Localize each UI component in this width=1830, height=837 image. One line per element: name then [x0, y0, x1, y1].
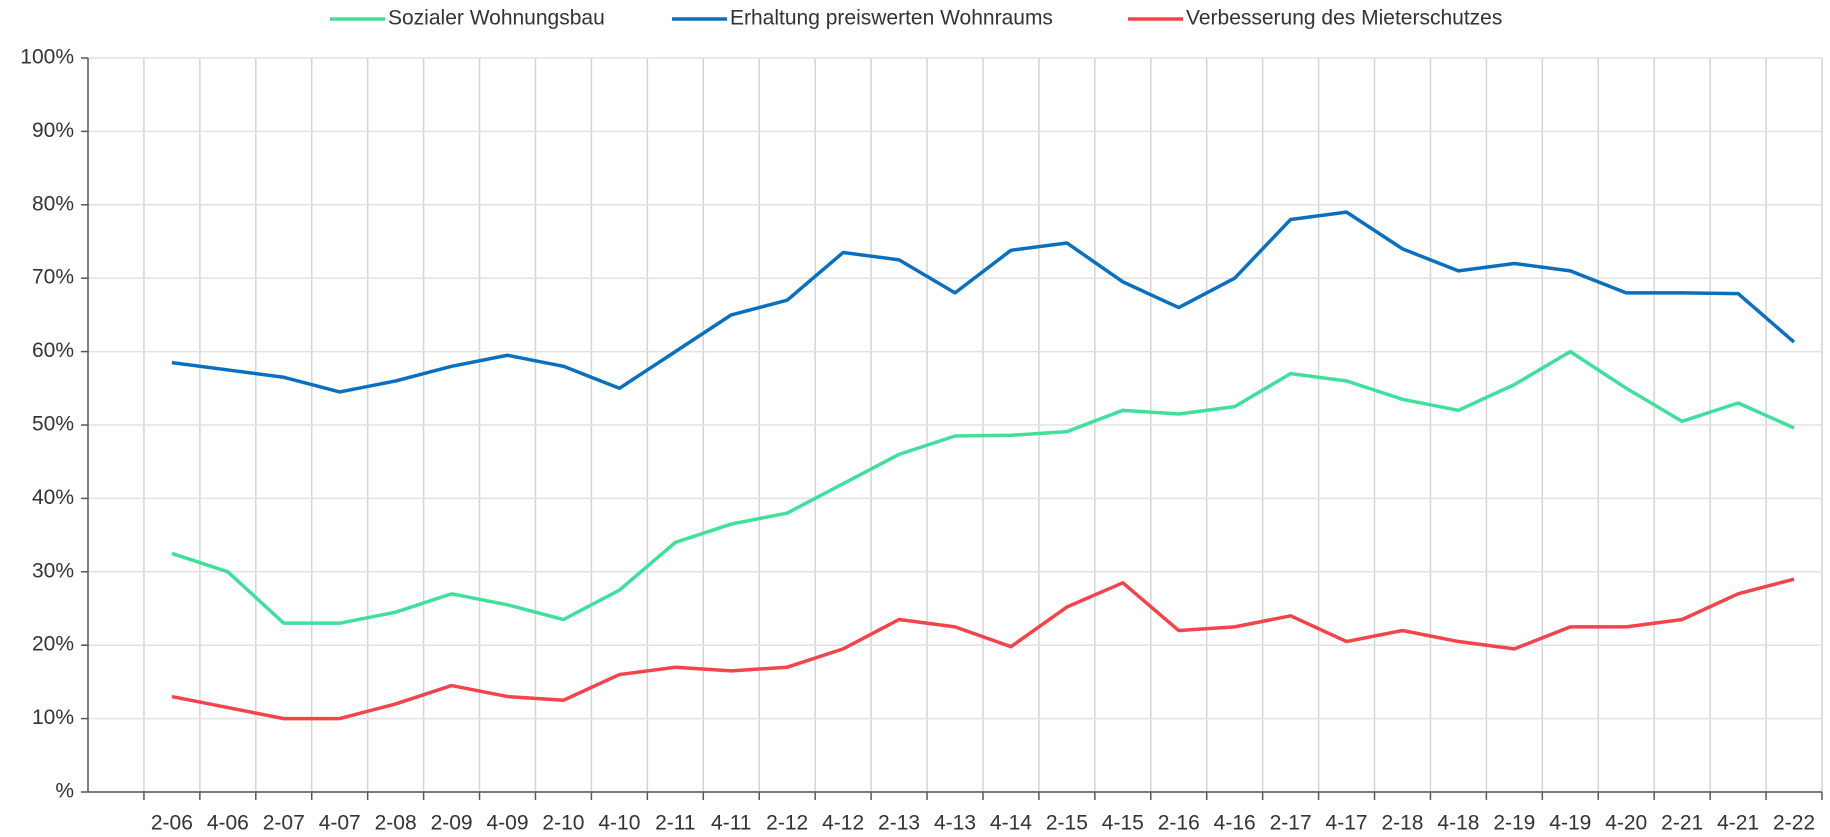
series-line: [171, 210, 1796, 394]
x-tick-label: 2-11: [655, 812, 695, 835]
legend-label: Sozialer Wohnungsbau: [388, 7, 605, 30]
x-tick-label: 4-14: [990, 812, 1032, 835]
series-line: [171, 349, 1795, 625]
x-tick-label: 2-13: [878, 812, 920, 835]
x-tick-label: 2-09: [431, 812, 473, 835]
x-tick-label: 4-07: [319, 812, 361, 835]
y-tick-label: 60%: [32, 339, 74, 362]
x-tick-label: 4-15: [1102, 812, 1144, 835]
x-tick-label: 2-16: [1158, 812, 1200, 835]
x-tick-label: 2-07: [263, 812, 305, 835]
x-tick-label: 4-18: [1437, 812, 1479, 835]
y-tick-label: 20%: [32, 633, 74, 656]
y-tick-label: 30%: [32, 559, 74, 582]
y-tick-label: 100%: [20, 46, 74, 69]
x-tick-label: 4-11: [711, 812, 751, 835]
x-tick-label: 2-15: [1046, 812, 1088, 835]
x-tick-label: 4-13: [934, 812, 976, 835]
x-tick-label: 2-06: [151, 812, 193, 835]
x-tick-label: 2-10: [542, 812, 584, 835]
y-tick-label: 80%: [32, 192, 74, 215]
x-tick-label: 2-18: [1381, 812, 1423, 835]
x-tick-label: 4-21: [1717, 812, 1759, 835]
legend-label: Erhaltung preiswerten Wohnraums: [730, 7, 1053, 30]
series-line: [171, 577, 1795, 721]
y-tick-label: 90%: [32, 119, 74, 142]
x-tick-label: 2-19: [1493, 812, 1535, 835]
x-tick-label: 4-12: [822, 812, 864, 835]
x-tick-label: 2-22: [1773, 812, 1815, 835]
x-tick-label: 4-06: [207, 812, 249, 835]
x-tick-label: 4-19: [1549, 812, 1591, 835]
y-tick-label: 40%: [32, 486, 74, 509]
legend-label: Verbesserung des Mieterschutzes: [1186, 7, 1502, 30]
x-tick-label: 2-12: [766, 812, 808, 835]
x-tick-label: 4-20: [1605, 812, 1647, 835]
y-tick-label: %: [55, 780, 74, 803]
y-tick-label: 10%: [32, 706, 74, 729]
x-tick-label: 4-09: [487, 812, 529, 835]
x-tick-label: 2-08: [375, 812, 417, 835]
x-tick-label: 2-21: [1661, 812, 1703, 835]
x-tick-label: 4-10: [598, 812, 640, 835]
x-tick-label: 4-17: [1326, 812, 1368, 835]
y-tick-label: 70%: [32, 266, 74, 289]
y-tick-label: 50%: [32, 413, 74, 436]
x-tick-label: 4-16: [1214, 812, 1256, 835]
x-tick-label: 2-17: [1270, 812, 1312, 835]
